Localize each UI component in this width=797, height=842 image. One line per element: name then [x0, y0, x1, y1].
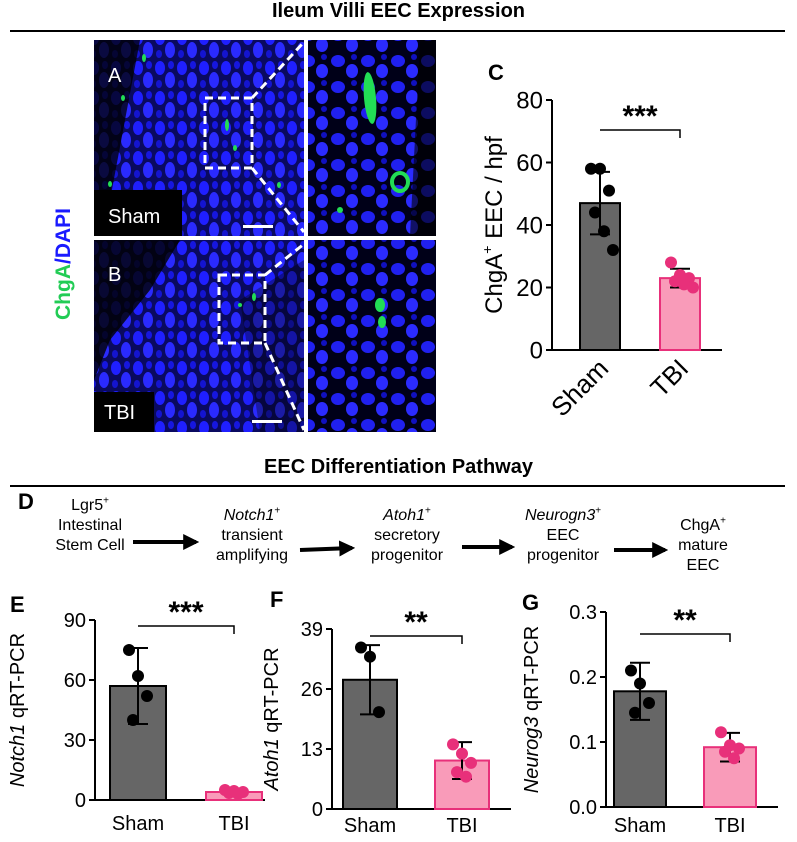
pathway-title: EEC Differentiation Pathway	[264, 456, 533, 478]
data-point	[669, 275, 681, 288]
data-point	[728, 752, 740, 765]
panel-letter: G	[522, 590, 539, 615]
y-axis-label: Neurog3 qRT-PCR	[521, 626, 543, 793]
y-tick-label: 0.2	[569, 667, 597, 689]
data-point	[589, 206, 601, 219]
scale-bar	[243, 225, 273, 228]
panel-label-a: A	[108, 65, 122, 87]
panel-letter: E	[10, 592, 25, 617]
y-axis-label: Notch1 qRT-PCR	[7, 633, 29, 787]
data-point	[123, 644, 135, 656]
y-tick-label: 13	[301, 739, 323, 761]
x-tick-label: TBI	[218, 813, 249, 835]
data-point	[625, 664, 637, 677]
y-tick-label: 60	[64, 670, 86, 692]
x-tick-label: Sham	[614, 815, 666, 837]
sham-label: Sham	[108, 206, 160, 228]
scale-bar	[252, 420, 282, 423]
data-point	[127, 714, 139, 726]
zoom-tbi	[308, 240, 436, 432]
data-point	[585, 162, 597, 175]
data-point	[678, 278, 690, 291]
data-point	[594, 162, 606, 175]
data-point	[465, 756, 477, 769]
data-point	[232, 788, 244, 800]
x-tick-label: Sham	[344, 815, 396, 837]
y-tick-label: 26	[301, 679, 323, 701]
data-point	[607, 244, 619, 256]
panel-letter: F	[270, 587, 283, 612]
stain-label: ChgA/DAPI	[52, 208, 75, 320]
pathway-step: Notch1+ transient amplifying	[215, 505, 289, 564]
data-point	[715, 726, 727, 739]
data-point	[451, 766, 463, 779]
data-point	[223, 787, 235, 799]
x-tick-label: TBI	[644, 353, 694, 403]
chart-e: 0 30 60 90 Sham TBI *** E Notch1 qRT-PCR	[7, 592, 265, 835]
data-point	[687, 281, 699, 294]
data-point	[364, 650, 376, 663]
data-point	[603, 184, 615, 197]
y-tick-label: 0.3	[569, 602, 597, 624]
title-rule	[10, 30, 785, 32]
y-tick-label: 40	[516, 212, 543, 239]
panel-letter-d: D	[18, 489, 34, 514]
chart-c: 0 20 40 60 80 Sham TBI *** C ChgA+ EEC / hpf	[479, 60, 722, 422]
chart-g: 0.0 0.1 0.2 0.3 Sham TBI ** G Neurog3 qRT-PCR	[521, 590, 778, 837]
data-point	[460, 770, 472, 783]
x-tick-label: TBI	[714, 815, 745, 837]
y-tick-label: 80	[516, 87, 543, 114]
y-tick-label: 0.1	[569, 732, 597, 754]
significance-bracket	[600, 129, 681, 138]
data-point	[643, 697, 655, 709]
data-point	[355, 641, 367, 654]
data-point	[141, 690, 153, 702]
y-tick-label: 0.0	[569, 797, 597, 819]
pathway-step: Atoh1+ secretory progenitor	[370, 505, 444, 564]
significance-stars: **	[404, 606, 428, 639]
x-tick-label: Sham	[545, 353, 614, 422]
x-tick-label: Sham	[112, 813, 164, 835]
significance-bracket	[138, 625, 235, 634]
significance-bracket	[640, 633, 731, 642]
significance-bracket	[370, 635, 463, 644]
panel-letter: C	[488, 60, 504, 85]
x-tick-label: TBI	[446, 815, 477, 837]
chga-cells	[108, 54, 410, 328]
y-tick-label: 90	[64, 610, 86, 632]
data-point	[665, 256, 677, 269]
data-point	[719, 745, 731, 758]
y-axis-label: Atoh1 qRT-PCR	[261, 647, 283, 791]
pathway-step: Neurogn3+ EEC progenitor	[524, 505, 602, 564]
significance-stars: ***	[622, 100, 657, 133]
y-tick-label: 60	[516, 150, 543, 177]
data-point	[629, 706, 641, 719]
y-tick-label: 30	[64, 730, 86, 752]
zoom-indicators	[203, 40, 306, 431]
pathway-step: ChgA+ mature EEC	[678, 515, 728, 574]
panel-label-b: B	[108, 264, 121, 286]
pathway-rule	[10, 485, 785, 487]
data-point	[634, 677, 646, 690]
data-point	[456, 747, 468, 760]
y-tick-label: 0	[312, 799, 323, 821]
figure-title: Ileum Villi EEC Expression	[271, 0, 526, 22]
significance-stars: ***	[168, 596, 203, 629]
significance-stars: **	[673, 604, 697, 637]
pathway-step: Lgr5+ Intestinal Stem Cell	[55, 495, 125, 554]
y-tick-label: 0	[75, 790, 86, 812]
data-point	[598, 225, 610, 238]
y-axis-label: ChgA+ EEC / hpf	[479, 136, 508, 314]
y-tick-label: 20	[516, 275, 543, 302]
y-tick-label: 0	[530, 337, 543, 364]
y-tick-label: 39	[301, 619, 323, 641]
data-point	[132, 670, 144, 682]
tbi-label: TBI	[104, 402, 135, 424]
chart-f: 0 13 26 39 Sham TBI ** F Atoh1 qRT-PCR	[261, 587, 511, 837]
data-point	[373, 706, 385, 719]
data-point	[447, 738, 459, 751]
data-point	[733, 742, 745, 755]
